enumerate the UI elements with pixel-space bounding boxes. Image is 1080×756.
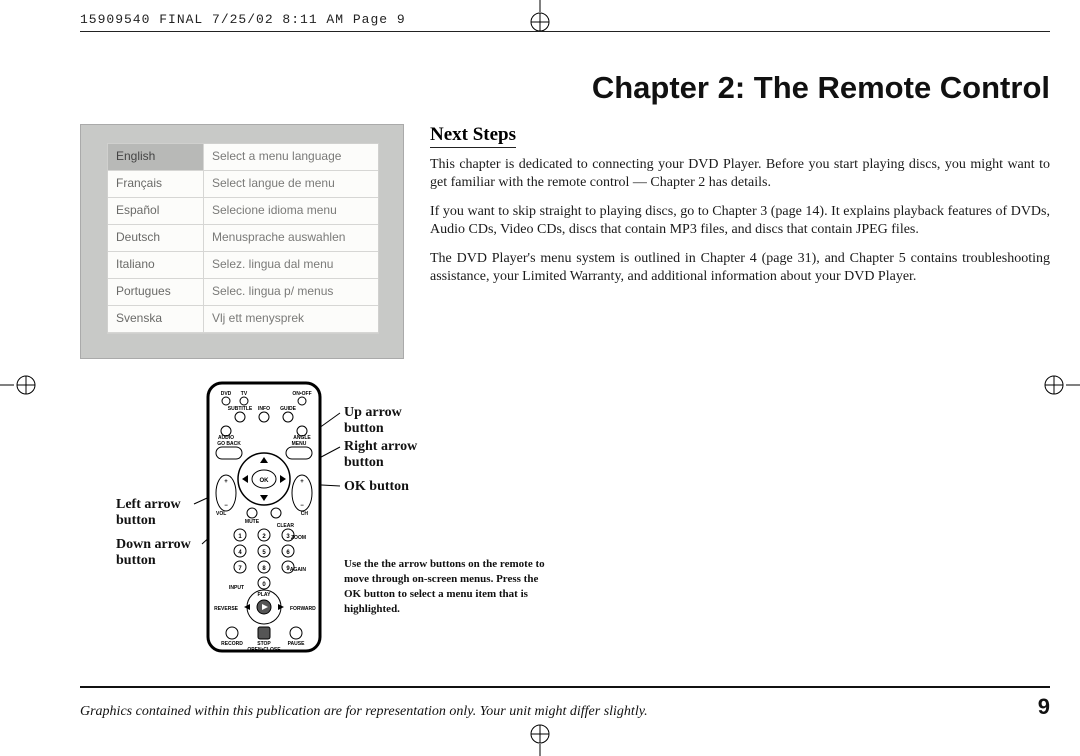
remote-usage-note: Use the the arrow buttons on the remote … bbox=[344, 557, 554, 616]
svg-text:+: + bbox=[224, 479, 228, 485]
svg-text:MUTE: MUTE bbox=[245, 519, 260, 525]
language-name: Deutsch bbox=[108, 225, 204, 252]
language-name: Svenska bbox=[108, 306, 204, 333]
crop-mark-left bbox=[0, 367, 42, 403]
svg-text:INFO: INFO bbox=[258, 406, 270, 412]
paragraph-1: This chapter is dedicated to connecting … bbox=[430, 156, 1050, 193]
header-rule bbox=[80, 31, 1050, 32]
svg-text:MENU: MENU bbox=[292, 441, 307, 447]
page-footer: Graphics contained within this publicati… bbox=[80, 686, 1050, 720]
label-right-arrow: Right arrowbutton bbox=[344, 439, 417, 471]
language-name: Español bbox=[108, 198, 204, 225]
language-desc: Menusprache auswahlen bbox=[204, 225, 378, 252]
language-desc: Vlj ett menysprek bbox=[204, 306, 378, 333]
label-down-arrow: Down arrowbutton bbox=[116, 537, 191, 569]
page-number: 9 bbox=[1038, 694, 1050, 720]
language-desc: Select a menu language bbox=[204, 144, 378, 171]
svg-text:OK: OK bbox=[260, 478, 270, 484]
remote-control-illustration: DVD TV ON•OFF SUBTITLE INFO GUIDE AUDIO … bbox=[204, 379, 324, 659]
section-heading: Next Steps bbox=[430, 124, 516, 148]
svg-text:VOL: VOL bbox=[216, 511, 226, 517]
svg-text:+: + bbox=[300, 479, 304, 485]
svg-text:DVD: DVD bbox=[221, 391, 232, 397]
svg-text:CH: CH bbox=[301, 511, 309, 517]
language-menu-row: SvenskaVlj ett menysprek bbox=[108, 306, 378, 333]
svg-text:PAUSE: PAUSE bbox=[288, 641, 306, 647]
footer-disclaimer: Graphics contained within this publicati… bbox=[80, 704, 648, 720]
language-name: Italiano bbox=[108, 252, 204, 279]
language-name: Portugues bbox=[108, 279, 204, 306]
svg-text:INPUT: INPUT bbox=[229, 585, 244, 591]
language-name: English bbox=[108, 144, 204, 171]
language-desc: Selecione idioma menu bbox=[204, 198, 378, 225]
chapter-title: Chapter 2: The Remote Control bbox=[80, 70, 1050, 106]
paragraph-3: The DVD Player's menu system is outlined… bbox=[430, 250, 1050, 287]
svg-text:GO BACK: GO BACK bbox=[217, 441, 241, 447]
svg-text:CLEAR: CLEAR bbox=[277, 523, 295, 529]
language-menu-screenshot: EnglishSelect a menu languageFrançaisSel… bbox=[80, 124, 404, 359]
svg-text:OPEN•CLOSE: OPEN•CLOSE bbox=[247, 647, 281, 653]
svg-text:−: − bbox=[300, 503, 304, 509]
svg-text:PLAY: PLAY bbox=[258, 592, 272, 598]
language-menu-row: PortuguesSelec. lingua p/ menus bbox=[108, 279, 378, 306]
print-header: 15909540 FINAL 7/25/02 8:11 AM Page 9 bbox=[80, 12, 1050, 27]
language-menu-row: EspañolSelecione idioma menu bbox=[108, 198, 378, 225]
paragraph-2: If you want to skip straight to playing … bbox=[430, 203, 1050, 240]
svg-text:FORWARD: FORWARD bbox=[290, 606, 316, 612]
language-menu-row: DeutschMenusprache auswahlen bbox=[108, 225, 378, 252]
language-desc: Selez. lingua dal menu bbox=[204, 252, 378, 279]
svg-text:REVERSE: REVERSE bbox=[214, 606, 239, 612]
language-name: Français bbox=[108, 171, 204, 198]
svg-text:TV: TV bbox=[241, 391, 248, 397]
svg-text:ON•OFF: ON•OFF bbox=[292, 391, 311, 397]
svg-text:GUIDE: GUIDE bbox=[280, 406, 297, 412]
remote-diagram: Left arrowbutton Down arrowbutton Up arr… bbox=[80, 379, 1050, 679]
language-menu-row: ItalianoSelez. lingua dal menu bbox=[108, 252, 378, 279]
language-desc: Selec. lingua p/ menus bbox=[204, 279, 378, 306]
language-menu-row: FrançaisSelect langue de menu bbox=[108, 171, 378, 198]
svg-text:SUBTITLE: SUBTITLE bbox=[228, 406, 253, 412]
label-ok: OK button bbox=[344, 479, 409, 495]
svg-text:ZOOM: ZOOM bbox=[291, 535, 306, 541]
svg-text:RECORD: RECORD bbox=[221, 641, 243, 647]
svg-text:−: − bbox=[224, 503, 228, 509]
svg-text:AGAIN: AGAIN bbox=[290, 567, 307, 573]
label-up-arrow: Up arrowbutton bbox=[344, 405, 402, 437]
language-desc: Select langue de menu bbox=[204, 171, 378, 198]
language-menu-row: EnglishSelect a menu language bbox=[108, 144, 378, 171]
label-left-arrow: Left arrowbutton bbox=[116, 497, 181, 529]
